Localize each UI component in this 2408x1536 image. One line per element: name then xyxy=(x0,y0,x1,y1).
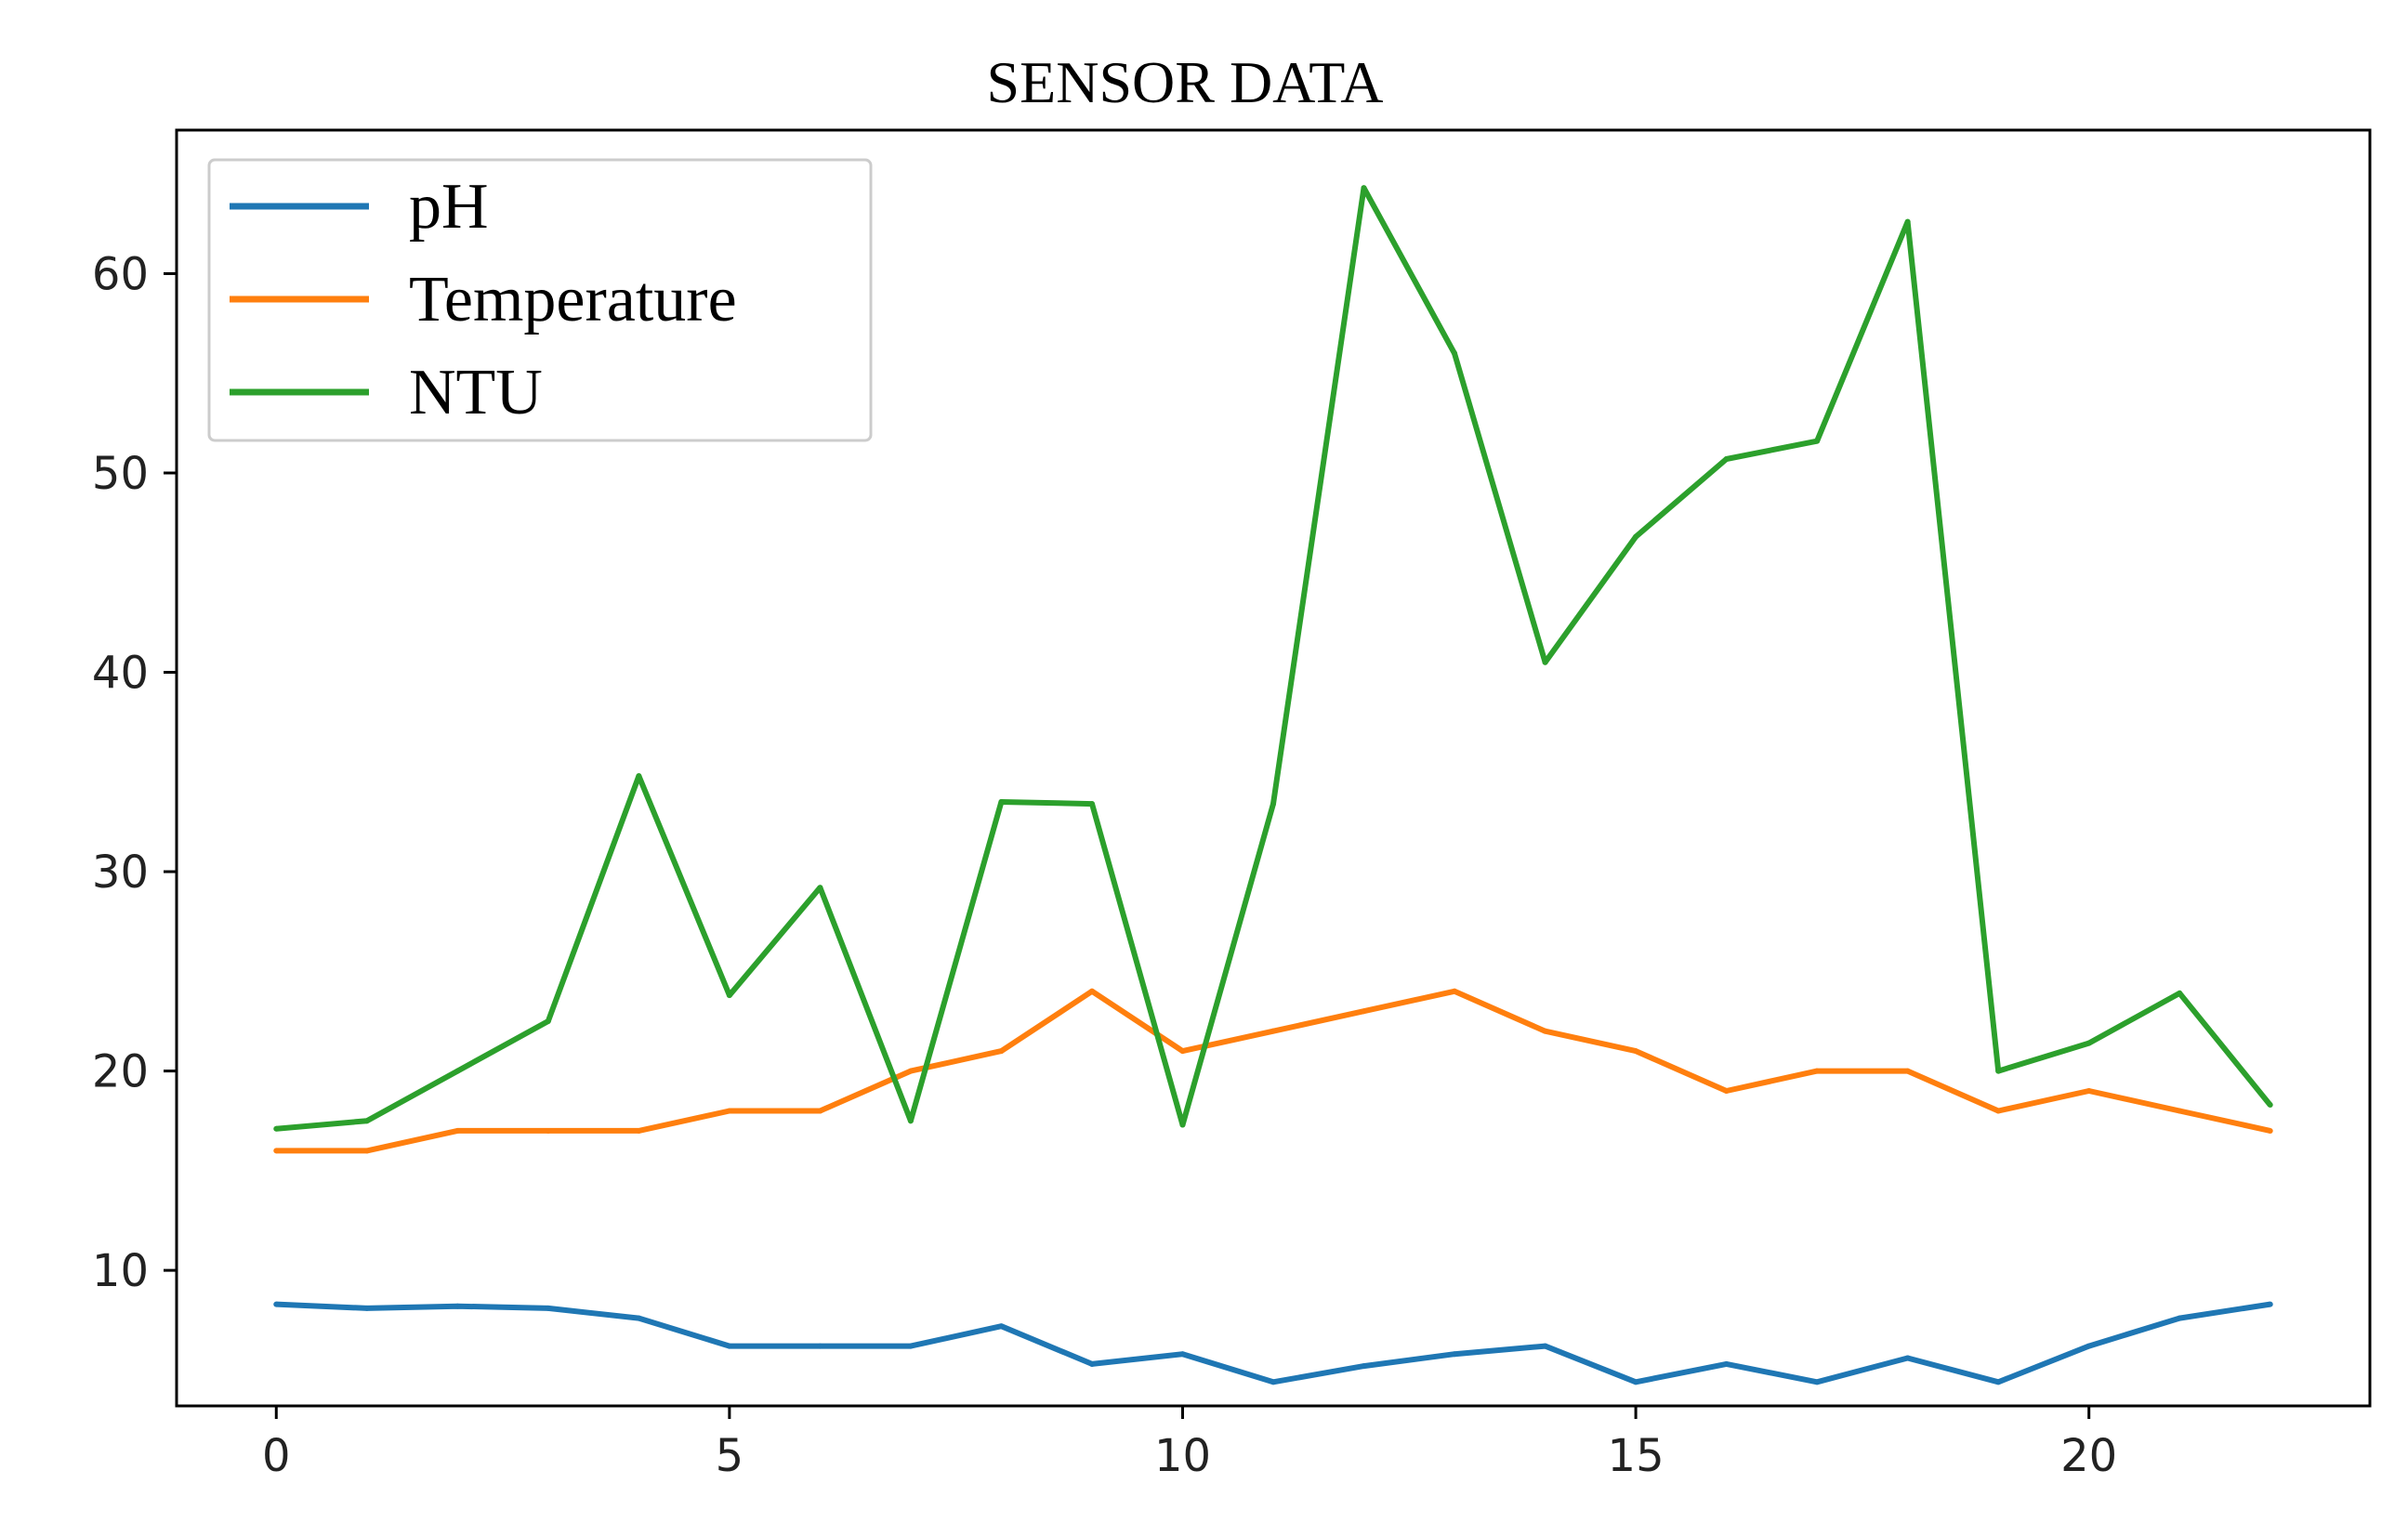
data-point-temperature xyxy=(1452,988,1458,994)
legend: pH Temperature NTU xyxy=(207,158,873,442)
series-points-temperature xyxy=(273,988,2273,1154)
data-point-ph xyxy=(726,1343,732,1349)
data-point-ph xyxy=(1633,1379,1639,1385)
data-point-temperature xyxy=(726,1108,732,1114)
x-tick-label: 10 xyxy=(1154,1430,1211,1482)
data-point-temperature xyxy=(545,1127,551,1134)
x-tick-label: 20 xyxy=(2060,1430,2117,1482)
series-layer xyxy=(273,185,2273,1385)
data-point-temperature xyxy=(1088,988,1095,994)
data-point-ntu xyxy=(636,773,642,780)
series-points-ph xyxy=(273,1301,2273,1385)
data-point-temperature xyxy=(454,1127,461,1134)
data-point-ph xyxy=(636,1315,642,1321)
data-point-ph xyxy=(1814,1379,1821,1385)
data-point-temperature xyxy=(907,1068,914,1074)
data-point-ph xyxy=(907,1343,914,1349)
data-point-ntu xyxy=(1088,801,1095,807)
data-point-temperature xyxy=(1904,1068,1911,1074)
data-point-temperature xyxy=(1270,1028,1276,1034)
data-point-temperature xyxy=(636,1127,642,1134)
data-point-ph xyxy=(998,1323,1005,1330)
data-point-temperature xyxy=(2267,1127,2273,1134)
data-point-temperature xyxy=(1361,1008,1367,1015)
y-tick-label: 50 xyxy=(92,448,149,500)
data-point-ntu xyxy=(907,1118,914,1124)
data-point-ph xyxy=(2267,1301,2273,1307)
chart-title: SENSOR DATA xyxy=(987,49,1384,115)
data-point-temperature xyxy=(363,1148,370,1154)
data-point-ntu xyxy=(1814,438,1821,444)
axes-layer: 0 5 10 15 20 10 20 30 40 50 60 xyxy=(92,128,2372,1482)
data-point-ntu xyxy=(1361,185,1367,191)
data-point-temperature xyxy=(2177,1108,2183,1114)
data-point-ntu xyxy=(1179,1122,1186,1128)
data-point-ntu xyxy=(454,1068,461,1074)
data-point-ph xyxy=(817,1343,823,1349)
data-point-ph xyxy=(2086,1343,2092,1349)
data-point-temperature xyxy=(1995,1108,2002,1114)
data-point-ntu xyxy=(1904,218,1911,225)
x-tick-label: 0 xyxy=(262,1430,291,1482)
data-point-temperature xyxy=(1179,1048,1186,1055)
data-point-ntu xyxy=(726,992,732,999)
x-tick-label: 5 xyxy=(716,1430,744,1482)
data-point-ntu xyxy=(1270,801,1276,807)
legend-box xyxy=(207,158,873,442)
data-point-ntu xyxy=(2267,1102,2273,1109)
data-point-temperature xyxy=(1723,1088,1730,1095)
data-point-ntu xyxy=(2177,990,2183,996)
y-tick-label: 30 xyxy=(92,847,149,899)
data-point-ntu xyxy=(1995,1068,2002,1074)
legend-label-ph: pH xyxy=(409,171,489,243)
data-point-temperature xyxy=(817,1108,823,1114)
data-point-ph xyxy=(363,1305,370,1311)
legend-label-temperature: Temperature xyxy=(409,264,737,335)
data-point-temperature xyxy=(2086,1088,2092,1095)
data-point-ph xyxy=(1995,1379,2002,1385)
data-point-ph xyxy=(273,1301,280,1307)
axes-frame xyxy=(175,128,2372,1408)
data-point-ph xyxy=(1361,1363,1367,1370)
y-tick-label: 20 xyxy=(92,1046,149,1098)
data-point-temperature xyxy=(1542,1028,1548,1034)
data-point-ph xyxy=(454,1303,461,1309)
data-point-ph xyxy=(545,1305,551,1311)
x-tick-label: 15 xyxy=(1608,1430,1665,1482)
data-point-ph xyxy=(2177,1315,2183,1321)
data-point-ph xyxy=(1270,1379,1276,1385)
data-point-ph xyxy=(1088,1360,1095,1367)
y-tick-label: 40 xyxy=(92,648,149,700)
data-point-temperature xyxy=(1814,1068,1821,1074)
data-point-ph xyxy=(1723,1360,1730,1367)
data-point-temperature xyxy=(273,1148,280,1154)
data-point-ntu xyxy=(273,1125,280,1132)
data-point-temperature xyxy=(1633,1048,1639,1055)
data-point-ph xyxy=(1179,1351,1186,1358)
data-point-ntu xyxy=(1452,350,1458,357)
y-tick-label: 60 xyxy=(92,248,149,300)
data-point-ntu xyxy=(1542,659,1548,665)
data-point-ph xyxy=(1452,1351,1458,1358)
data-point-ph xyxy=(1904,1355,1911,1361)
data-point-ntu xyxy=(817,885,823,891)
data-point-ntu xyxy=(1723,455,1730,462)
data-point-ntu xyxy=(2086,1040,2092,1046)
data-point-ph xyxy=(1542,1343,1548,1349)
data-point-ntu xyxy=(1633,533,1639,540)
data-point-temperature xyxy=(998,1048,1005,1055)
data-point-ntu xyxy=(998,798,1005,805)
series-points-ntu xyxy=(273,185,2273,1132)
data-point-ntu xyxy=(545,1017,551,1024)
y-tick-label: 10 xyxy=(92,1245,149,1297)
legend-label-ntu: NTU xyxy=(409,357,543,428)
data-point-ntu xyxy=(363,1118,370,1124)
